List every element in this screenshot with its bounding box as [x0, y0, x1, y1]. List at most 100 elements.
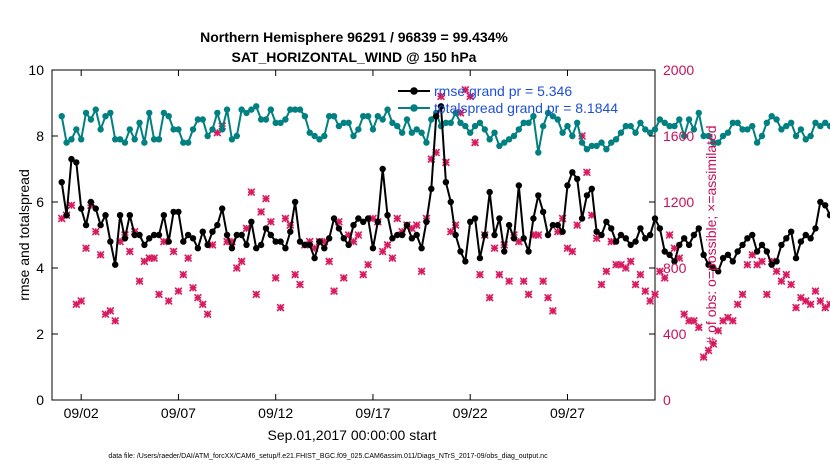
totalspread-point [807, 132, 814, 140]
totalspread-point [739, 126, 746, 133]
rmse-point [583, 192, 591, 199]
totalspread-point [768, 113, 775, 120]
rmse-point [223, 231, 231, 239]
x-tick-label: 09/22 [453, 405, 488, 421]
obs-assimilated-marker [646, 297, 655, 305]
rmse-point [398, 231, 406, 239]
totalspread-point [321, 132, 328, 140]
rmse-point [199, 228, 206, 235]
rmse-point [705, 261, 712, 268]
rmse-point [608, 225, 615, 232]
totalspread-point [194, 116, 202, 123]
totalspread-point [121, 139, 129, 146]
rmse-point [262, 225, 270, 232]
obs-assimilated-marker [519, 277, 528, 286]
totalspread-point [325, 113, 333, 120]
rmse-point [447, 198, 454, 206]
rmse-point [150, 231, 158, 239]
obs-assimilated-marker [743, 260, 752, 269]
obs-assimilated-marker [247, 188, 256, 197]
totalspread-point [593, 142, 600, 150]
obs-assimilated-marker [193, 293, 202, 302]
obs-assimilated-marker [762, 290, 771, 299]
totalspread-point [505, 136, 513, 143]
obs-assimilated-marker [150, 254, 159, 263]
rmse-point [544, 231, 552, 239]
rmse-point [112, 261, 119, 268]
rmse-point [603, 218, 610, 225]
obs-assimilated-marker [714, 326, 723, 335]
rmse-point [646, 231, 654, 239]
totalspread-point [126, 126, 134, 133]
totalspread-point [165, 113, 172, 120]
totalspread-point [107, 109, 114, 117]
totalspread-point [136, 119, 143, 127]
totalspread-point [501, 139, 508, 146]
obs-assimilated-marker [461, 85, 470, 94]
obs-assimilated-marker [466, 92, 475, 101]
rmse-point [744, 235, 751, 242]
totalspread-point [539, 122, 547, 130]
rmse-point [335, 225, 343, 232]
obs-assimilated-marker [568, 247, 577, 256]
rmse-point [287, 228, 294, 235]
totalspread-point [287, 106, 294, 113]
rmse-point [452, 231, 459, 239]
totalspread-point [379, 116, 386, 123]
totalspread-point [797, 126, 805, 133]
footnote: data file: /Users/raeder/DAI/ATM_forcXX/… [108, 453, 548, 460]
rmse-point [238, 231, 245, 239]
rmse-point [369, 245, 377, 252]
obs-assimilated-marker [106, 306, 115, 315]
rmse-point [87, 198, 95, 206]
rmse-point [715, 268, 722, 275]
totalspread-point [637, 119, 644, 127]
rmse-point [209, 228, 216, 235]
obs-assimilated-marker [738, 290, 747, 299]
rmse-point [432, 113, 440, 120]
totalspread-point [822, 119, 829, 127]
left-y-tick-label: 2 [36, 326, 44, 342]
obs-assimilated-marker [505, 277, 514, 286]
obs-assimilated-marker [753, 260, 762, 269]
obs-assimilated-marker [82, 244, 91, 253]
rmse-point [389, 235, 396, 242]
rmse-point [413, 231, 420, 239]
rmse-point [802, 231, 809, 239]
obs-assimilated-marker [164, 297, 173, 305]
rmse-point [505, 221, 513, 229]
chart-subtitle: SAT_HORIZONTAL_WIND @ 150 hPa [232, 49, 477, 65]
x-tick-label: 09/17 [355, 405, 390, 421]
obs-assimilated-marker [796, 293, 805, 302]
rmse-point [710, 264, 717, 272]
totalspread-point [209, 126, 216, 133]
obs-assimilated-marker [534, 231, 543, 239]
totalspread-point [306, 129, 313, 136]
rmse-point [219, 205, 226, 212]
rmse-point [525, 248, 532, 255]
totalspread-point [724, 129, 732, 136]
totalspread-point [233, 132, 240, 140]
rmse-point [700, 251, 707, 258]
totalspread-point [763, 119, 771, 127]
totalspread-point [676, 116, 683, 123]
totalspread-point [116, 136, 124, 143]
rmse-point [685, 241, 693, 249]
rmse-point [627, 241, 634, 249]
rmse-point [272, 238, 279, 245]
left-y-tick-label: 4 [36, 260, 44, 276]
totalspread-point [384, 106, 391, 113]
totalspread-point [146, 109, 153, 117]
totalspread-point [150, 136, 158, 143]
totalspread-point [690, 126, 698, 133]
obs-assimilated-marker [475, 270, 484, 279]
obs-assimilated-marker [772, 267, 781, 276]
rmse-point [180, 238, 187, 245]
totalspread-point [160, 109, 168, 117]
totalspread-point [457, 119, 464, 127]
totalspread-point [58, 113, 65, 120]
totalspread-point [112, 136, 119, 143]
totalspread-point [617, 129, 625, 136]
obs-assimilated-marker [189, 283, 197, 292]
